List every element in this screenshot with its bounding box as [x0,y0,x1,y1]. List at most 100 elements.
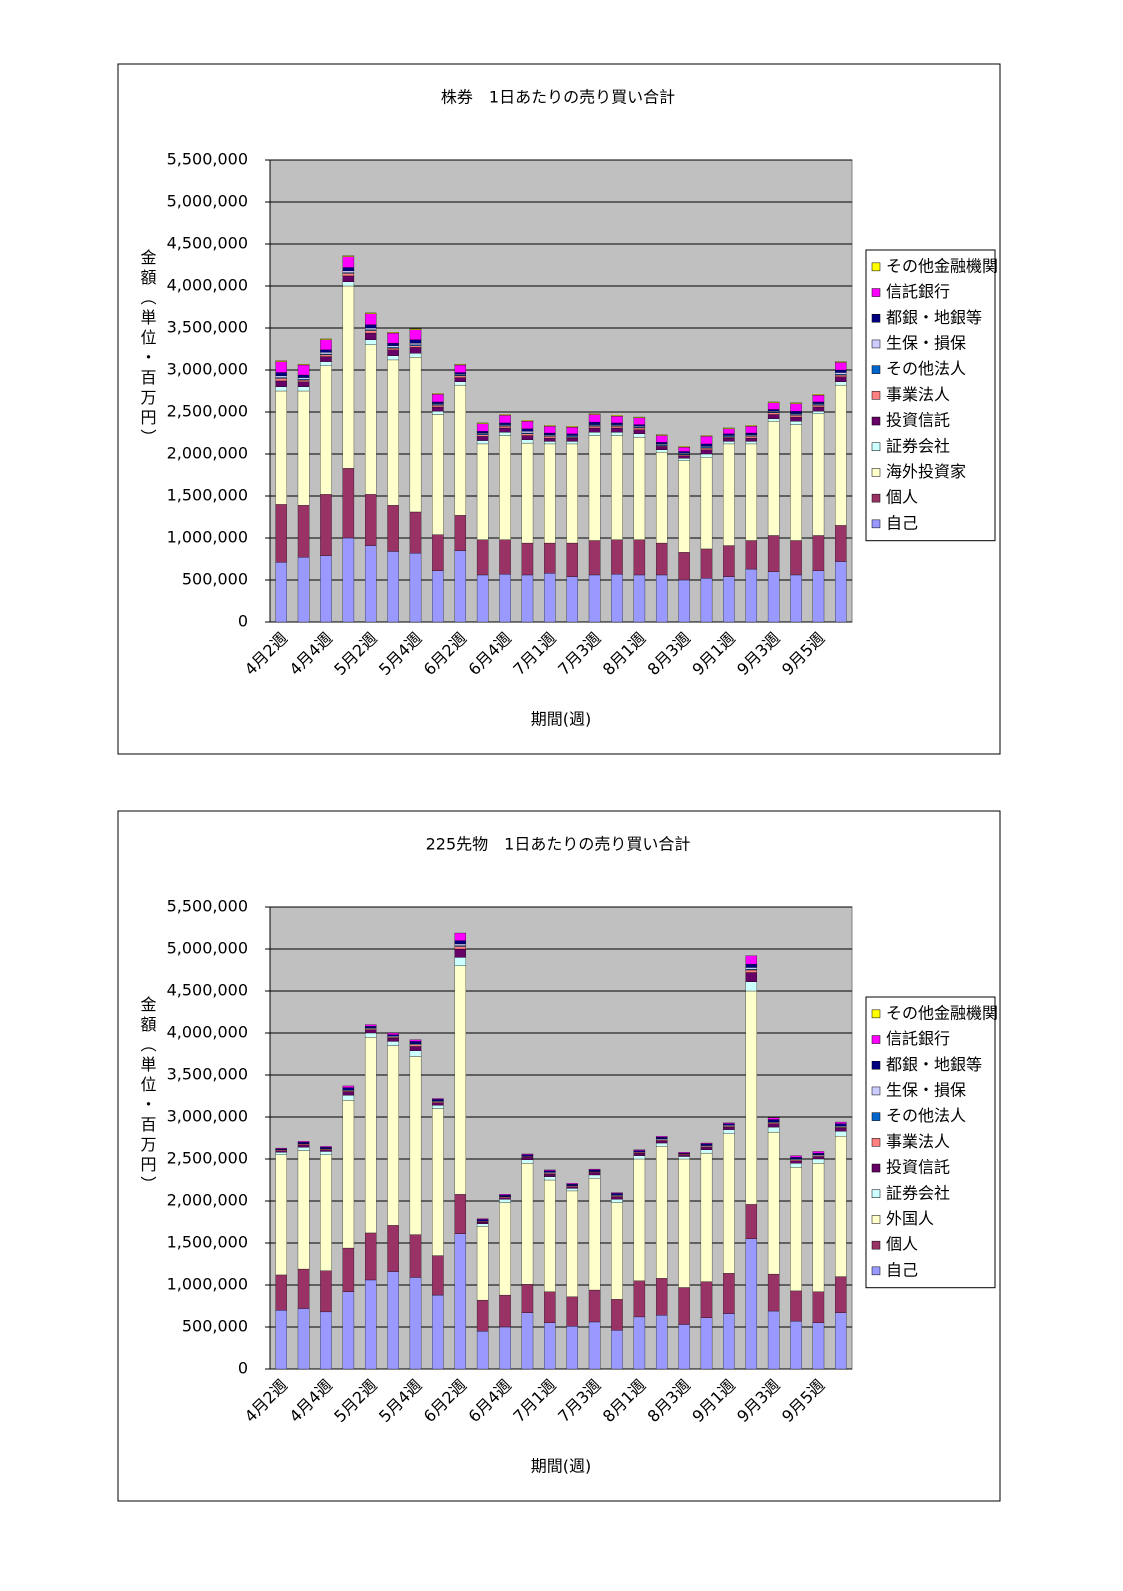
legend-swatch [871,262,881,272]
bar-segment [297,1141,310,1143]
bar-segment [521,421,534,429]
bar-segment [409,1234,422,1278]
bar-segment [812,1156,825,1160]
bar-segment [454,364,467,373]
bar-segment [678,579,690,623]
bar-segment [700,1317,713,1370]
bar-segment [454,940,467,945]
bar-segment [835,525,847,562]
bar-segment [409,1056,422,1235]
bar-segment [566,443,578,544]
bar-segment [544,542,556,574]
bar-segment [835,561,847,623]
bar-segment [364,344,377,495]
bar-segment [790,1320,802,1370]
bar-segment [835,1127,847,1132]
bar-segment [342,1247,355,1292]
bar-segment [320,1270,332,1313]
bar-segment [476,1299,489,1332]
bar-segment [835,369,847,373]
bar-segment [521,1312,534,1370]
bar-segment [767,1119,780,1123]
bar-segment [342,256,355,268]
bar-segment [364,1026,377,1029]
bar-segment [723,1122,735,1124]
y-tick-label: 4,000,000 [167,1023,248,1042]
bar-segment [723,441,735,445]
bar-segment [544,1176,556,1181]
bar-segment [364,1279,377,1370]
bar-segment [275,361,287,373]
bar-segment [342,1291,355,1370]
bar-segment [588,1169,601,1172]
legend-box [865,249,996,542]
bar-segment [320,1151,332,1155]
bar-segment [767,1117,780,1120]
bar-segment [633,574,646,623]
bar-segment [566,1186,578,1189]
bar-segment [745,972,758,982]
bar-segment [409,339,422,344]
legend-label: その他法人 [886,1106,966,1125]
bar-segment [633,1158,646,1281]
bar-segment [476,1226,489,1301]
bar-segment [544,1179,556,1292]
legend-label: 自己 [886,513,918,532]
bar-segment [521,442,534,544]
bar-segment [432,570,444,623]
bar-segment [275,380,287,387]
bar-segment [767,418,780,422]
bar-segment [588,426,601,429]
bar-segment [342,281,355,287]
bar-segment [432,1255,444,1296]
bar-segment [320,1146,332,1148]
bar-segment [633,416,646,419]
legend-box [865,996,996,1289]
bar-segment [454,946,467,950]
bar-segment [700,1142,713,1145]
y-tick-label: 1,000,000 [167,528,248,547]
bar-segment [812,1158,825,1164]
bar-segment [790,421,802,425]
bar-segment [835,372,847,375]
bar-segment [700,436,713,445]
bar-segment [544,432,556,435]
y-tick-label: 1,000,000 [167,1275,248,1294]
bar-segment [767,402,780,410]
bar-segment [633,1152,646,1156]
bar-segment [364,312,377,314]
bar-segment [767,1273,780,1312]
bar-segment [588,435,601,541]
bar-segment [812,406,825,412]
y-axis-title: 金額（単位・百万円） [138,996,157,1196]
bar-segment [297,1308,310,1370]
bar-segment [454,550,467,623]
y-tick-label: 0 [238,612,248,631]
bar-segment [812,1291,825,1323]
legend-swatch [871,391,881,400]
legend-swatch [871,468,881,477]
bar-segment [745,955,758,965]
bar-segment [409,1039,422,1042]
bar-segment [678,1156,690,1160]
legend-swatch [871,1138,881,1147]
bar-segment [655,1315,668,1370]
bar-segment [835,374,847,377]
bar-segment [835,361,847,363]
bar-segment [700,1147,713,1150]
bar-segment [700,578,713,623]
bar-segment [454,943,467,946]
bar-segment [633,424,646,427]
bar-segment [454,515,467,551]
bar-segment [454,965,467,1195]
bar-segment [320,349,332,353]
bar-segment [723,1126,735,1130]
bar-segment [611,432,623,436]
bar-segment [723,443,735,546]
bar-segment [790,403,802,412]
bar-segment [611,1202,623,1300]
bar-segment [297,1147,310,1151]
bar-segment [499,573,511,623]
bar-segment [633,539,646,576]
bar-segment [655,1137,668,1139]
